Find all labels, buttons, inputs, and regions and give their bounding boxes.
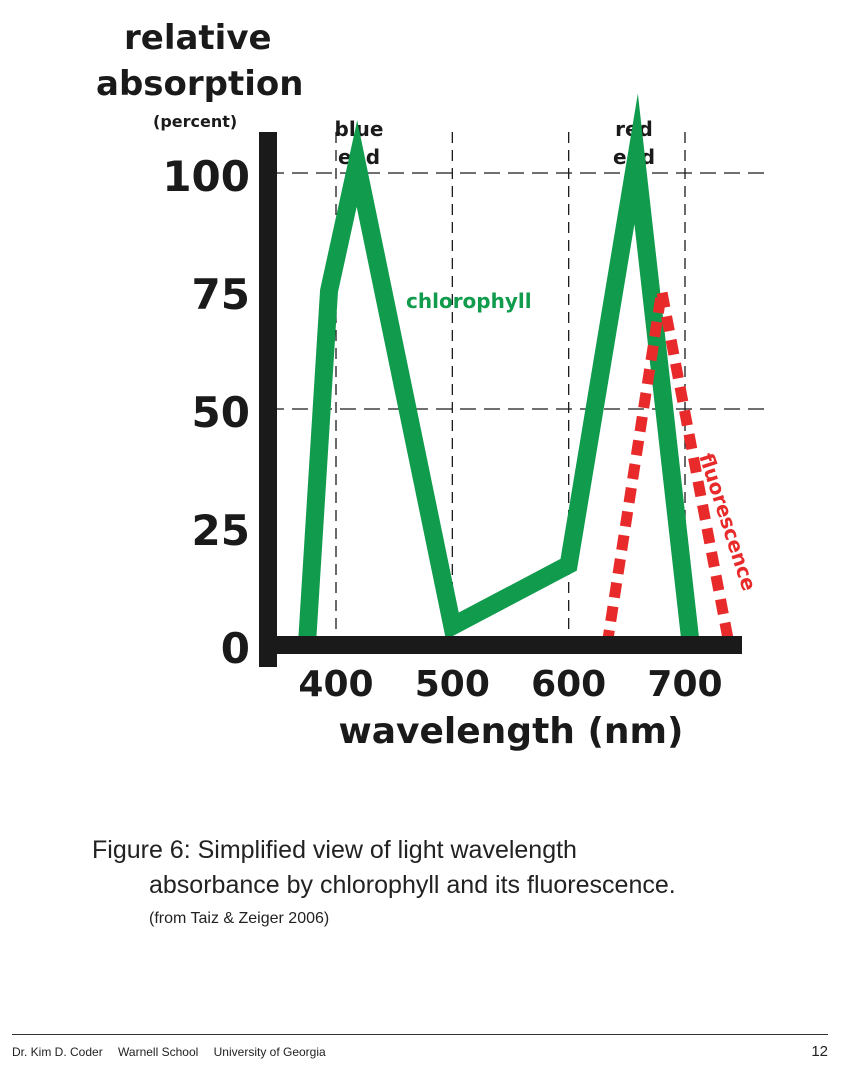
y-axis-label-line-1: relative (124, 18, 272, 58)
tick-labels: 0 25 50 75 100 400 500 600 700 wavelength (nm) (162, 152, 722, 752)
y-axis (259, 132, 277, 667)
caption-source: (from Taiz & Zeiger 2006) (149, 910, 330, 927)
x-tick-label-700: 700 (647, 664, 722, 705)
series-label-fluorescence: fluorescence (694, 450, 761, 594)
footer-school: Warnell School (118, 1045, 199, 1059)
y-axis-label-unit: (percent) (153, 112, 238, 131)
x-axis (259, 636, 742, 654)
x-tick-label-600: 600 (531, 664, 606, 705)
y-axis-label-line-2: absorption (96, 64, 304, 104)
y-tick-label-75: 75 (192, 270, 250, 319)
series-lines: chlorophyll fluorescence (297, 93, 761, 647)
footer-university: University of Georgia (213, 1045, 326, 1059)
figure-caption: Figure 6: Simplified view of light wavel… (92, 833, 676, 903)
footer-author: Dr. Kim D. Coder (12, 1045, 103, 1059)
y-tick-label-0: 0 (221, 624, 250, 673)
series-line-chlorophyll (297, 93, 700, 647)
caption-line-2: absorbance by chlorophyll and its fluore… (149, 871, 676, 899)
axes (259, 132, 742, 667)
y-tick-label-25: 25 (192, 506, 250, 555)
x-tick-label-500: 500 (415, 664, 490, 705)
x-axis-label: wavelength (nm) (338, 711, 683, 752)
series-label-chlorophyll: chlorophyll (406, 289, 532, 313)
footer-divider (12, 1034, 828, 1035)
y-tick-label-50: 50 (192, 388, 250, 437)
caption-line-1: Figure 6: Simplified view of light wavel… (92, 836, 577, 864)
y-tick-label-100: 100 (162, 152, 250, 201)
page-number: 12 (811, 1043, 828, 1060)
footer-credits: Dr. Kim D. Coder Warnell School Universi… (12, 1045, 338, 1059)
x-tick-label-400: 400 (298, 664, 373, 705)
